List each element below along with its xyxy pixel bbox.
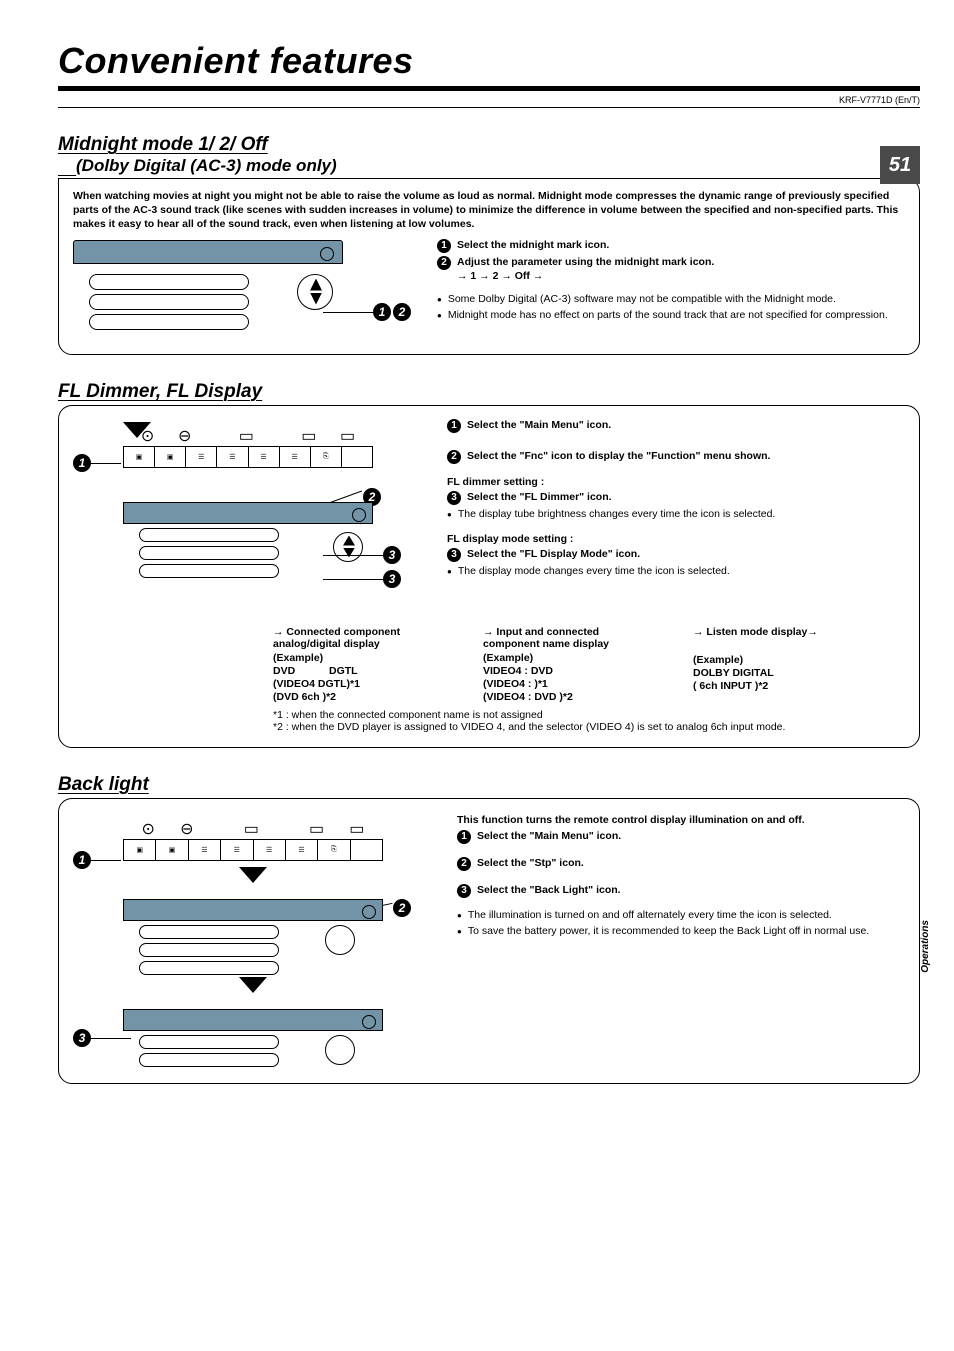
fl-dimmer-note: The display tube brightness changes ever…	[458, 507, 905, 521]
fl-badge-3a: 3	[383, 546, 401, 564]
fl-col2-l1: VIDEO4 : DVD	[483, 665, 653, 677]
fl-icon-row: ⊙⊖▭▭▭	[123, 416, 373, 446]
page-number: 51	[880, 146, 920, 184]
bl-badge-1: 1	[73, 851, 91, 869]
bl-step2: Select the "Stp" icon.	[477, 856, 584, 870]
bl-badge-2: 2	[393, 899, 411, 917]
fl-col2-l3: (VIDEO4 : DVD )*2	[483, 691, 653, 703]
bl-bullet2: To save the battery power, it is recomme…	[468, 924, 905, 938]
fl-col3-l3: ( 6ch INPUT )*2	[693, 680, 863, 692]
midnight-section-title: Midnight mode 1/ 2/ Off	[58, 134, 920, 156]
bl-bluebar-1	[123, 899, 383, 921]
bl-step-2-icon: 2	[457, 857, 471, 871]
backlight-panel: 1 ⊙⊖▭▭▭ ▣ ▣ ☰ ☰ ☰ ☰ ⎘ 2	[58, 798, 920, 1084]
bl-step3: Select the "Back Light" icon.	[477, 883, 621, 897]
fl-col1-l1a: DVD	[273, 665, 329, 677]
fl-bluebar	[123, 502, 373, 524]
badge-2: 2	[393, 303, 411, 321]
midnight-sequence: → 1 → 2 → Off →	[457, 270, 905, 282]
midnight-bullet2: Midnight mode has no effect on parts of …	[448, 308, 905, 322]
fl-col1-header: → Connected component analog/digital dis…	[273, 626, 443, 650]
bl-step-1-icon: 1	[457, 830, 471, 844]
midnight-step2: Adjust the parameter using the midnight …	[457, 255, 714, 269]
midnight-bullet1: Some Dolby Digital (AC-3) software may n…	[448, 292, 905, 306]
fl-badge-1: 1	[73, 454, 91, 472]
side-tab: Operations	[920, 920, 931, 973]
badge-1: 1	[373, 303, 391, 321]
title-rule	[58, 86, 920, 91]
fl-col1-l3: (DVD 6ch )*2	[273, 691, 443, 703]
model-code: KRF-V7771D (En/T)	[58, 95, 920, 105]
bl-bullet1: The illumination is turned on and off al…	[468, 908, 905, 922]
fl-col1-l2: (VIDEO4 DGTL)*1	[273, 678, 443, 690]
fl-foot1: *1 : when the connected component name i…	[273, 709, 905, 721]
fl-col2-example: (Example)	[483, 652, 653, 664]
fl-step3b: Select the "FL Display Mode" icon.	[467, 547, 640, 561]
fl-display-note: The display mode changes every time the …	[458, 564, 905, 578]
midnight-subtitle: (Dolby Digital (AC-3) mode only)	[76, 156, 337, 176]
midnight-intro: When watching movies at night you might …	[73, 189, 905, 232]
bl-step-3-icon: 3	[457, 884, 471, 898]
fl-dimmer-heading: FL dimmer setting :	[447, 476, 905, 488]
bl-dpad-1	[325, 925, 355, 955]
fl-col2-l2: (VIDEO4 : )*1	[483, 678, 653, 690]
midnight-panel: When watching movies at night you might …	[58, 178, 920, 355]
fl-display-heading: FL display mode setting :	[447, 533, 905, 545]
fl-step-2-icon: 2	[447, 450, 461, 464]
midnight-diagram: 1 2	[73, 240, 343, 340]
fl-col1-example: (Example)	[273, 652, 443, 664]
fl-badge-3b: 3	[383, 570, 401, 588]
bl-bluebar-2	[123, 1009, 383, 1031]
fl-step2: Select the "Fnc" icon to display the "Fu…	[467, 449, 770, 463]
bl-icon-row: ⊙⊖▭▭▭	[123, 809, 383, 839]
fl-col3-example: (Example)	[693, 654, 863, 666]
bl-toprow: ▣ ▣ ☰ ☰ ☰ ☰ ⎘	[123, 839, 383, 861]
fl-footnotes: *1 : when the connected component name i…	[273, 709, 905, 733]
bl-step1: Select the "Main Menu" icon.	[477, 829, 621, 843]
midnight-step1: Select the midnight mark icon.	[457, 238, 609, 252]
fl-toprow: ▣ ▣ ☰ ☰ ☰ ☰ ⎘	[123, 446, 373, 468]
fl-step-1-icon: 1	[447, 419, 461, 433]
fl-section-title: FL Dimmer, FL Display	[58, 381, 920, 403]
step-1-icon: 1	[437, 239, 451, 253]
fl-col3-l1: DOLBY DIGITAL	[693, 667, 863, 679]
thin-rule	[58, 107, 920, 108]
backlight-section-title: Back light	[58, 774, 920, 796]
fl-col3-header: → Listen mode display→	[693, 626, 863, 638]
bl-badge-3: 3	[73, 1029, 91, 1047]
fl-col2-header: → Input and connected component name dis…	[483, 626, 653, 650]
fl-dpad-icon	[333, 532, 363, 562]
step-2-icon: 2	[437, 256, 451, 270]
main-title: Convenient features	[58, 40, 920, 82]
fl-step1: Select the "Main Menu" icon.	[467, 418, 611, 432]
fl-step3a: Select the "FL Dimmer" icon.	[467, 490, 612, 504]
fl-step-3b-icon: 3	[447, 548, 461, 562]
fl-panel: 1 ⊙⊖▭▭▭ ▣ ▣ ☰ ☰ ☰ ☰ ⎘ 2	[58, 405, 920, 748]
fl-display-table: → Connected component analog/digital dis…	[273, 626, 905, 703]
fl-step-3a-icon: 3	[447, 491, 461, 505]
bl-dpad-2	[325, 1035, 355, 1065]
fl-foot2: *2 : when the DVD player is assigned to …	[273, 721, 905, 733]
backlight-intro: This function turns the remote control d…	[457, 813, 905, 827]
fl-col1-l1b: DGTL	[329, 665, 358, 677]
